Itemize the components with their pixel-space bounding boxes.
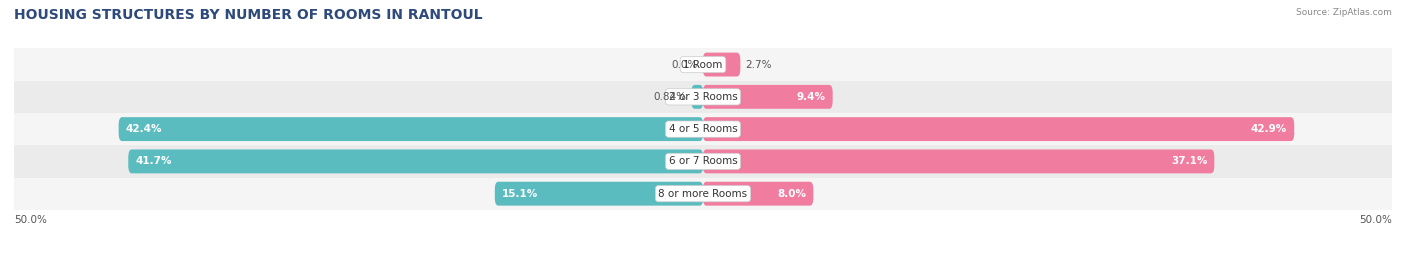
Text: 2.7%: 2.7% <box>745 59 772 70</box>
FancyBboxPatch shape <box>14 48 1392 81</box>
FancyBboxPatch shape <box>14 113 1392 145</box>
Text: 41.7%: 41.7% <box>135 156 172 167</box>
FancyBboxPatch shape <box>14 178 1392 210</box>
Text: 37.1%: 37.1% <box>1171 156 1208 167</box>
Text: 8.0%: 8.0% <box>778 189 807 199</box>
FancyBboxPatch shape <box>495 182 703 206</box>
Text: 1 Room: 1 Room <box>683 59 723 70</box>
Text: 50.0%: 50.0% <box>14 215 46 225</box>
Text: 50.0%: 50.0% <box>1360 215 1392 225</box>
Text: HOUSING STRUCTURES BY NUMBER OF ROOMS IN RANTOUL: HOUSING STRUCTURES BY NUMBER OF ROOMS IN… <box>14 8 482 22</box>
Text: 9.4%: 9.4% <box>797 92 825 102</box>
Text: 8 or more Rooms: 8 or more Rooms <box>658 189 748 199</box>
Text: 15.1%: 15.1% <box>502 189 538 199</box>
Text: 0.84%: 0.84% <box>652 92 686 102</box>
FancyBboxPatch shape <box>703 85 832 109</box>
FancyBboxPatch shape <box>692 85 703 109</box>
FancyBboxPatch shape <box>128 150 703 173</box>
FancyBboxPatch shape <box>703 150 1215 173</box>
Text: 0.0%: 0.0% <box>671 59 697 70</box>
FancyBboxPatch shape <box>703 182 813 206</box>
Text: 42.4%: 42.4% <box>125 124 162 134</box>
FancyBboxPatch shape <box>703 53 741 76</box>
Text: 6 or 7 Rooms: 6 or 7 Rooms <box>669 156 737 167</box>
FancyBboxPatch shape <box>118 117 703 141</box>
FancyBboxPatch shape <box>14 145 1392 178</box>
Text: 42.9%: 42.9% <box>1251 124 1288 134</box>
Text: 2 or 3 Rooms: 2 or 3 Rooms <box>669 92 737 102</box>
Text: 4 or 5 Rooms: 4 or 5 Rooms <box>669 124 737 134</box>
FancyBboxPatch shape <box>703 117 1295 141</box>
Text: Source: ZipAtlas.com: Source: ZipAtlas.com <box>1296 8 1392 17</box>
FancyBboxPatch shape <box>14 81 1392 113</box>
